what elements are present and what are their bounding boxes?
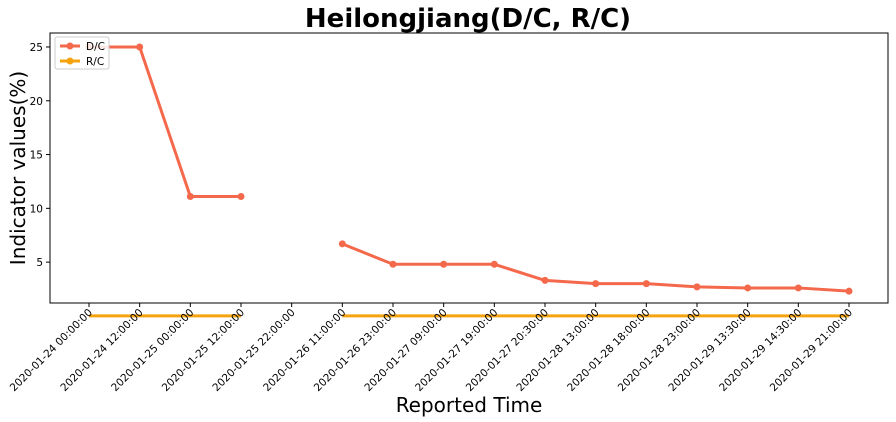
x-tick-label: 2020-01-24 12:00:00: [58, 307, 145, 394]
y-tick-label: 15: [30, 150, 43, 162]
data-point: [237, 193, 245, 201]
data-point: [592, 280, 600, 288]
data-point: [490, 260, 498, 268]
legend-marker: [66, 57, 74, 65]
x-tick-label: 2020-01-24 00:00:00: [8, 307, 95, 394]
data-point: [440, 260, 448, 268]
y-tick-label: 5: [36, 257, 43, 269]
data-point: [794, 284, 802, 292]
x-tick-label: 2020-01-26 23:00:00: [312, 307, 399, 394]
legend: D/C R/C: [54, 36, 110, 70]
y-tick-label: 25: [30, 42, 43, 54]
data-point: [186, 193, 194, 201]
y-axis-label: Indicator values(%): [6, 71, 30, 265]
x-tick-label: 2020-01-29 14:30:00: [717, 307, 804, 394]
plot-content: [85, 43, 853, 318]
chart-title: Heilongjiang(D/C, R/C): [305, 4, 631, 34]
data-point: [541, 276, 549, 284]
data-point: [744, 284, 752, 292]
series-line-dc: [89, 45, 241, 199]
data-point: [338, 240, 346, 248]
x-tick-label: 2020-01-27 19:00:00: [413, 307, 500, 394]
y-tick-label: 10: [30, 203, 43, 215]
x-tick-label: 2020-01-27 20:30:00: [464, 307, 551, 394]
x-tick-label: 2020-01-29 13:30:00: [666, 307, 753, 394]
x-tick-label: 2020-01-28 18:00:00: [565, 307, 652, 394]
y-axis: 5 10 15 20 25: [30, 42, 50, 269]
x-tick-label: 2020-01-25 12:00:00: [160, 307, 247, 394]
x-tick-label: 2020-01-28 13:00:00: [514, 307, 601, 394]
data-point: [693, 283, 701, 291]
y-tick-label: 20: [30, 96, 43, 108]
x-tick-label: 2020-01-28 23:00:00: [616, 307, 703, 394]
x-tick-label: 2020-01-25 00:00:00: [109, 307, 196, 394]
legend-marker: [66, 42, 74, 50]
x-tick-label: 2020-01-27 09:00:00: [362, 307, 449, 394]
data-point: [389, 260, 397, 268]
data-point: [845, 287, 853, 295]
data-point: [642, 280, 650, 288]
legend-label: R/C: [86, 56, 104, 68]
x-tick-label: 2020-01-29 21:00:00: [768, 307, 855, 394]
legend-label: D/C: [86, 41, 105, 53]
data-point: [136, 43, 144, 51]
x-axis-label: Reported Time: [396, 393, 543, 417]
plot-area: [49, 32, 889, 304]
x-tick-label: 2020-01-25 22:00:00: [210, 307, 297, 394]
x-tick-label: 2020-01-26 11:00:00: [261, 307, 348, 394]
